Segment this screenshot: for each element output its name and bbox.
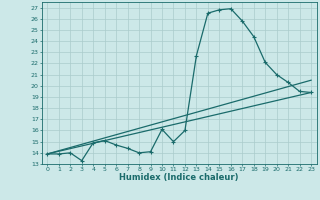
X-axis label: Humidex (Indice chaleur): Humidex (Indice chaleur) <box>119 173 239 182</box>
